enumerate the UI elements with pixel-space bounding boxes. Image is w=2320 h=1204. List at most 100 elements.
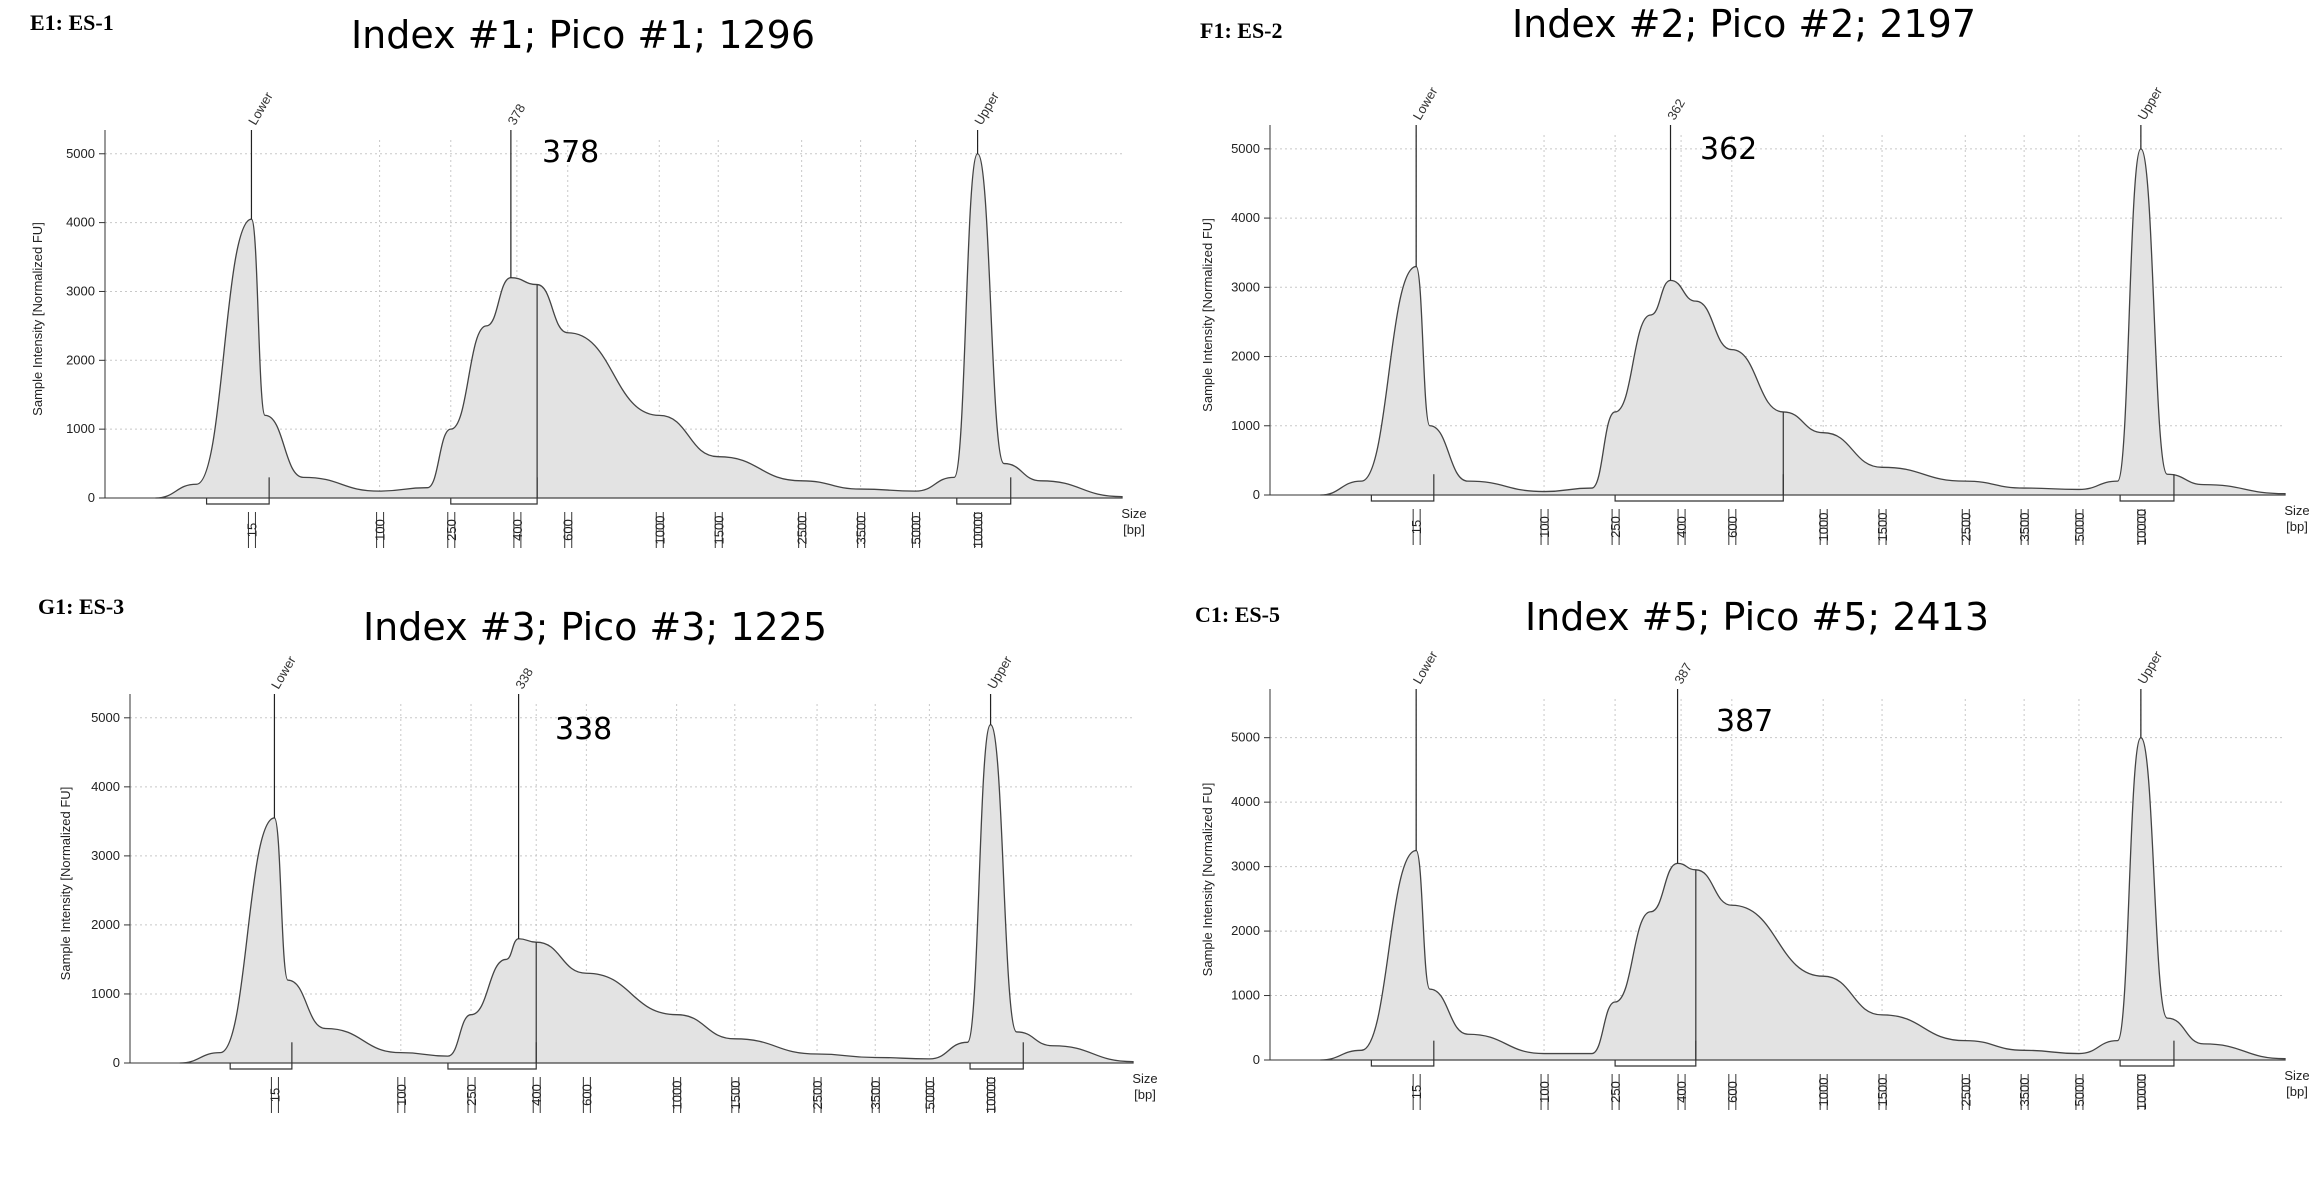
- chart-title: Index #2; Pico #2; 2197: [1512, 2, 1976, 46]
- chart-title: Index #1; Pico #1; 1296: [351, 13, 815, 57]
- x-tick-label: 15: [244, 523, 259, 537]
- region-bracket: [1614, 495, 1784, 502]
- region-bracket: [447, 1063, 537, 1070]
- region-bracket: [1370, 495, 1435, 502]
- y-tick-label: 5000: [66, 146, 95, 161]
- x-axis-label: Size: [2284, 503, 2309, 518]
- y-tick-label: 5000: [91, 710, 120, 725]
- x-axis-label: [bp]: [2286, 519, 2308, 534]
- peak-annotation: 378: [542, 135, 599, 170]
- y-axis-label: Sample Intensity [Normalized FU]: [30, 222, 45, 416]
- x-tick-label: 15: [267, 1088, 282, 1102]
- x-tick-label: 600: [561, 519, 576, 541]
- x-tick-label: 2500: [1958, 513, 1973, 542]
- electropherogram-panel: G1: ES-3 Index #3; Pico #3; 1225 0 1000 2000…: [38, 594, 1158, 1113]
- x-tick-label: 250: [1608, 516, 1623, 538]
- y-tick-label: 1000: [1231, 988, 1260, 1003]
- y-tick-label: 5000: [1231, 141, 1260, 156]
- y-tick-label: 3000: [1231, 279, 1260, 294]
- peak-marker-label: Upper: [2134, 648, 2165, 687]
- x-tick-label: 1000: [1816, 513, 1831, 542]
- region-bracket: [2119, 495, 2175, 502]
- x-tick-label: 2500: [1958, 1078, 1973, 1107]
- x-tick-label: 2500: [810, 1081, 825, 1110]
- x-tick-label: 3500: [2017, 513, 2032, 542]
- x-tick-label: 3500: [868, 1081, 883, 1110]
- x-tick-label: 1500: [1875, 1078, 1890, 1107]
- x-tick-label: 100: [1537, 516, 1552, 538]
- x-tick-label: 100: [1537, 1081, 1552, 1103]
- x-tick-label: 5000: [909, 516, 924, 545]
- x-axis-label: [bp]: [1123, 522, 1145, 537]
- region-bracket: [229, 1063, 293, 1070]
- y-tick-label: 3000: [66, 283, 95, 298]
- sample-id: F1: ES-2: [1200, 18, 1283, 43]
- electropherogram-trace: [179, 724, 1134, 1064]
- y-tick-label: 1000: [66, 421, 95, 436]
- peak-marker-label: 387: [1671, 660, 1695, 686]
- region-bracket: [969, 1063, 1024, 1070]
- x-tick-label: 100: [373, 519, 388, 541]
- electropherogram-trace: [1320, 737, 2286, 1061]
- x-tick-label: 3500: [2017, 1078, 2032, 1107]
- x-tick-label: 3500: [854, 516, 869, 545]
- y-tick-label: 4000: [1231, 794, 1260, 809]
- x-tick-label: 250: [1608, 1081, 1623, 1103]
- peak-marker-label: Lower: [245, 89, 276, 128]
- x-tick-label: 5000: [922, 1081, 937, 1110]
- y-tick-label: 2000: [1231, 923, 1260, 938]
- x-tick-label: 250: [464, 1084, 479, 1106]
- chart-title: Index #3; Pico #3; 1225: [363, 605, 827, 649]
- peak-annotation: 387: [1716, 704, 1773, 739]
- x-tick-label: 15: [1409, 1085, 1424, 1099]
- x-tick-label: 400: [1674, 516, 1689, 538]
- x-tick-label: 10000: [2134, 509, 2149, 545]
- x-tick-label: 1500: [1875, 513, 1890, 542]
- y-tick-label: 4000: [1231, 210, 1260, 225]
- x-tick-label: 400: [1674, 1081, 1689, 1103]
- y-tick-label: 2000: [1231, 349, 1260, 364]
- region-bracket: [2119, 1060, 2175, 1067]
- region-bracket: [1370, 1060, 1435, 1067]
- y-tick-label: 2000: [91, 917, 120, 932]
- x-axis-label: Size: [1132, 1071, 1157, 1086]
- electropherogram-panel: C1: ES-5 Index #5; Pico #5; 2413 0 1000 2000…: [1195, 595, 2310, 1110]
- y-axis-label: Sample Intensity [Normalized FU]: [1200, 218, 1215, 412]
- x-tick-label: 10000: [971, 512, 986, 548]
- chart-title: Index #5; Pico #5; 2413: [1525, 595, 1989, 639]
- peak-annotation: 338: [555, 712, 612, 747]
- x-tick-label: 15: [1409, 520, 1424, 534]
- x-axis-label: Size: [1121, 506, 1146, 521]
- region-bracket: [1614, 1060, 1697, 1067]
- peak-marker-label: Upper: [971, 89, 1002, 128]
- peak-marker-label: 338: [512, 665, 536, 691]
- x-axis-label: [bp]: [2286, 1084, 2308, 1099]
- y-tick-label: 1000: [91, 986, 120, 1001]
- x-tick-label: 1000: [670, 1081, 685, 1110]
- x-tick-label: 400: [510, 519, 525, 541]
- sample-id: G1: ES-3: [38, 594, 124, 619]
- peak-marker-label: Lower: [1410, 648, 1441, 687]
- y-axis-label: Sample Intensity [Normalized FU]: [1200, 783, 1215, 977]
- y-tick-label: 0: [113, 1055, 120, 1070]
- x-tick-label: 1000: [652, 516, 667, 545]
- electropherogram-trace: [1320, 148, 2286, 496]
- y-tick-label: 1000: [1231, 418, 1260, 433]
- peak-marker-label: Upper: [2134, 84, 2165, 123]
- y-tick-label: 0: [1253, 487, 1260, 502]
- x-tick-label: 100: [394, 1084, 409, 1106]
- x-tick-label: 1500: [728, 1081, 743, 1110]
- x-tick-label: 5000: [2072, 1078, 2087, 1107]
- x-axis-label: [bp]: [1134, 1087, 1156, 1102]
- y-tick-label: 3000: [1231, 859, 1260, 874]
- y-tick-label: 3000: [91, 848, 120, 863]
- electropherogram-panel: F1: ES-2 Index #2; Pico #2; 2197 0 1000 2000…: [1200, 2, 2310, 545]
- peak-marker-label: 362: [1664, 96, 1688, 122]
- x-axis-label: Size: [2284, 1068, 2309, 1083]
- peak-marker-label: Lower: [268, 653, 299, 692]
- region-bracket: [205, 498, 270, 505]
- x-tick-label: 2500: [795, 516, 810, 545]
- electropherogram-panel: E1: ES-1 Index #1; Pico #1; 1296 0 1000 2000…: [30, 10, 1147, 548]
- x-tick-label: 250: [444, 519, 459, 541]
- x-tick-label: 600: [579, 1084, 594, 1106]
